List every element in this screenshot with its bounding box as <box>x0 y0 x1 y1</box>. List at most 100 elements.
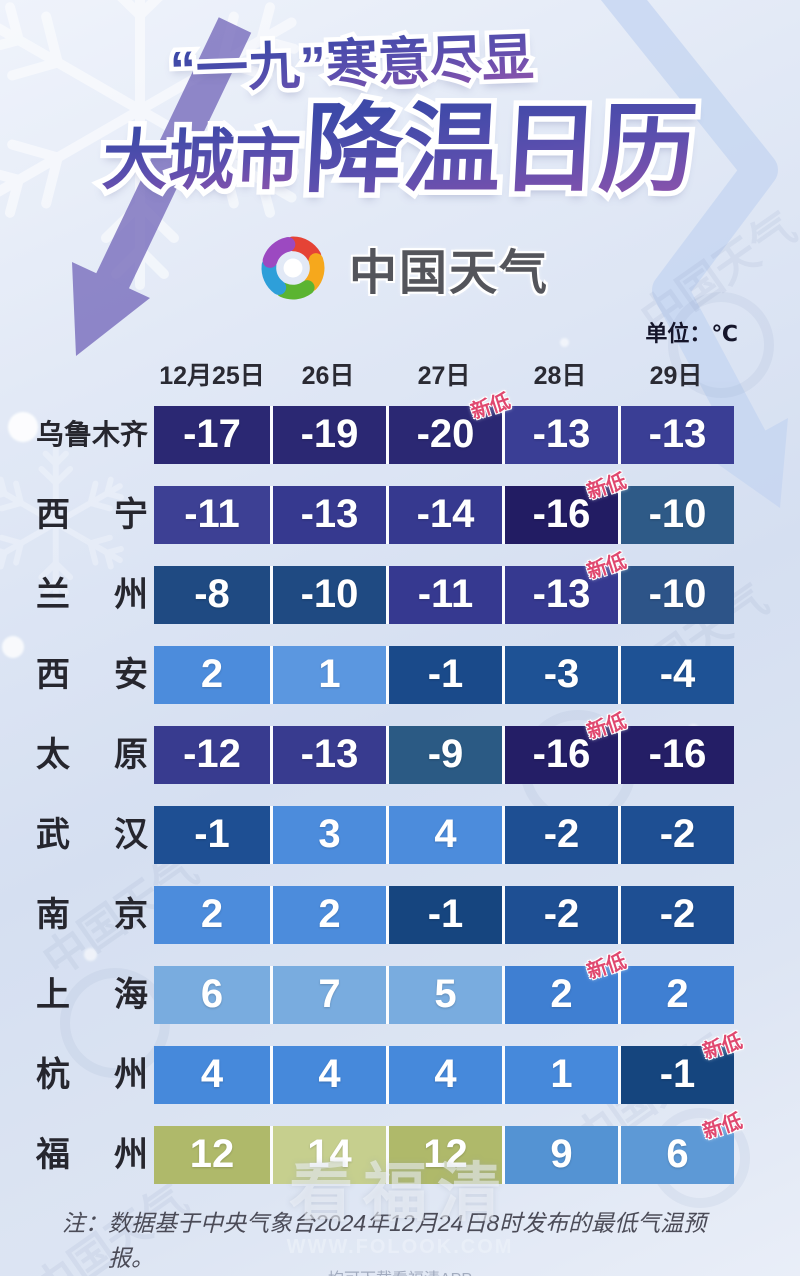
temp-value: -11 <box>184 492 240 537</box>
temp-cell: -10 <box>618 565 734 624</box>
city-label: 福州 <box>36 1135 148 1174</box>
temp-value: 1 <box>550 1052 573 1097</box>
temp-cell: -16 新低 <box>502 470 629 544</box>
temp-cell: -9 <box>386 725 502 784</box>
temp-cell: -4 <box>618 645 734 704</box>
temp-value: -1 <box>194 812 230 857</box>
temp-value: -10 <box>648 572 707 617</box>
temp-value: 9 <box>550 1132 573 1177</box>
temp-value: 3 <box>318 812 341 857</box>
temp-value: 14 <box>307 1132 352 1177</box>
temp-cell: -13 新低 <box>502 550 629 624</box>
temp-value: -8 <box>194 572 230 617</box>
temp-cell: 2 <box>154 645 270 704</box>
temp-cell: -20 新低 <box>386 390 513 464</box>
date-header: 27日 <box>417 361 471 390</box>
temp-cell: -19 <box>270 405 386 464</box>
temp-cell: -2 <box>502 885 618 944</box>
temp-value: -1 <box>427 652 464 697</box>
temp-value: 4 <box>434 812 457 857</box>
temp-cell: -11 <box>386 565 502 624</box>
temp-cell: -1 <box>386 645 502 704</box>
temp-value: -2 <box>659 812 696 857</box>
temp-value: -13 <box>300 492 359 537</box>
temp-cell: 7 <box>270 965 386 1024</box>
temp-value: 7 <box>318 972 341 1017</box>
new-low-badge: 新低 <box>700 1029 746 1064</box>
table-row: 太原 -12 -13 -9 -16 新低 -16 <box>36 710 800 784</box>
temp-cell: -16 新低 <box>502 710 629 784</box>
city-label: 太原 <box>36 735 148 774</box>
title-text: 大城市降温日历 <box>100 93 700 204</box>
temp-cell: -12 <box>154 725 270 784</box>
temp-value: -1 <box>659 1052 696 1097</box>
date-header-row: 12月25日 26日 27日 28日 29日 <box>36 356 800 392</box>
unit-label: 单位：℃ <box>645 320 738 346</box>
poster-title: 大城市降温日历 大城市降温日历 <box>0 88 800 209</box>
footnote: 注： 数据基于中央气象台2024年12月24日8时发布的最低气温预报。 新低为或… <box>62 1206 742 1276</box>
temp-value: -13 <box>532 412 591 457</box>
bokeh-dot <box>84 948 97 961</box>
temp-cell: 5 <box>386 965 502 1024</box>
date-header: 28日 <box>533 361 587 390</box>
temp-cell: 12 <box>154 1125 270 1184</box>
bokeh-dot <box>560 338 569 347</box>
temp-cell: -17 <box>154 405 270 464</box>
table-row: 南京 2 2 -1 -2 -2 <box>36 885 800 944</box>
brand-row: 中国天气 <box>0 226 800 310</box>
temp-value: -16 <box>532 492 591 537</box>
temp-cell: -16 <box>618 725 734 784</box>
temp-value: 4 <box>200 1052 224 1097</box>
footnote-line1: 数据基于中央气象台2024年12月24日8时发布的最低气温预报。 <box>108 1209 707 1272</box>
temp-value: -4 <box>659 652 696 697</box>
city-label: 杭州 <box>36 1055 148 1094</box>
temp-cell: -2 <box>502 805 618 864</box>
temp-value: -14 <box>416 492 475 537</box>
temp-cell: -10 <box>270 565 386 624</box>
table-row: 乌鲁木齐 -17 -19 -20 新低 -13 -13 <box>36 390 800 464</box>
temp-value: -2 <box>659 892 696 937</box>
temp-cell: -10 <box>618 485 734 544</box>
temp-value: -16 <box>532 732 591 777</box>
temp-value: -16 <box>648 732 707 777</box>
temp-value: -11 <box>417 572 474 617</box>
city-label: 南京 <box>36 895 148 934</box>
temp-cell: -13 <box>502 405 618 464</box>
temp-cell: 2 新低 <box>502 950 629 1024</box>
temp-cell: -2 <box>618 805 734 864</box>
city-label: 西安 <box>36 655 148 694</box>
temp-cell: 3 <box>270 805 386 864</box>
temp-cell: 6 <box>154 965 270 1024</box>
temp-cell: -1 <box>386 885 502 944</box>
temp-cell: 4 <box>386 1045 502 1104</box>
temp-value: -3 <box>543 652 580 697</box>
temp-cell: 1 <box>270 645 386 704</box>
footnote-prefix: 注： <box>62 1209 108 1236</box>
temp-cell: -8 <box>154 565 270 624</box>
temp-value: -9 <box>427 732 464 777</box>
temp-value: 12 <box>189 1132 235 1177</box>
temp-cell: -13 <box>270 725 386 784</box>
new-low-badge: 新低 <box>700 1109 746 1144</box>
header: “一九”寒意尽显 “一九”寒意尽显 大城市降温日历 大城市降温日历 <box>0 0 800 209</box>
table-row: 福州 12 14 12 9 6 新低 <box>36 1110 800 1184</box>
temp-cell: 4 <box>154 1045 270 1104</box>
temp-value: 4 <box>318 1052 341 1097</box>
temp-cell: 2 <box>618 965 734 1024</box>
temperature-table: 12月25日 26日 27日 28日 29日 乌鲁木齐 -17 -19 -20 新低 -13 -1… <box>0 356 800 1184</box>
temp-cell: -14 <box>386 485 502 544</box>
date-header: 26日 <box>301 361 355 390</box>
temp-cell: 6 新低 <box>618 1110 745 1184</box>
temp-cell: 14 <box>270 1125 386 1184</box>
temp-value: 2 <box>666 972 689 1017</box>
temp-value: -13 <box>648 412 707 457</box>
brand-name: 中国天气 <box>348 246 549 300</box>
temp-cell: -1 新低 <box>618 1030 745 1104</box>
temp-cell: -11 <box>154 485 270 544</box>
temp-value: -13 <box>532 572 591 617</box>
temp-value: 2 <box>200 652 224 697</box>
temp-value: 6 <box>200 972 224 1017</box>
table-row: 西安 2 1 -1 -3 -4 <box>36 645 800 704</box>
temp-cell: -1 <box>154 805 270 864</box>
